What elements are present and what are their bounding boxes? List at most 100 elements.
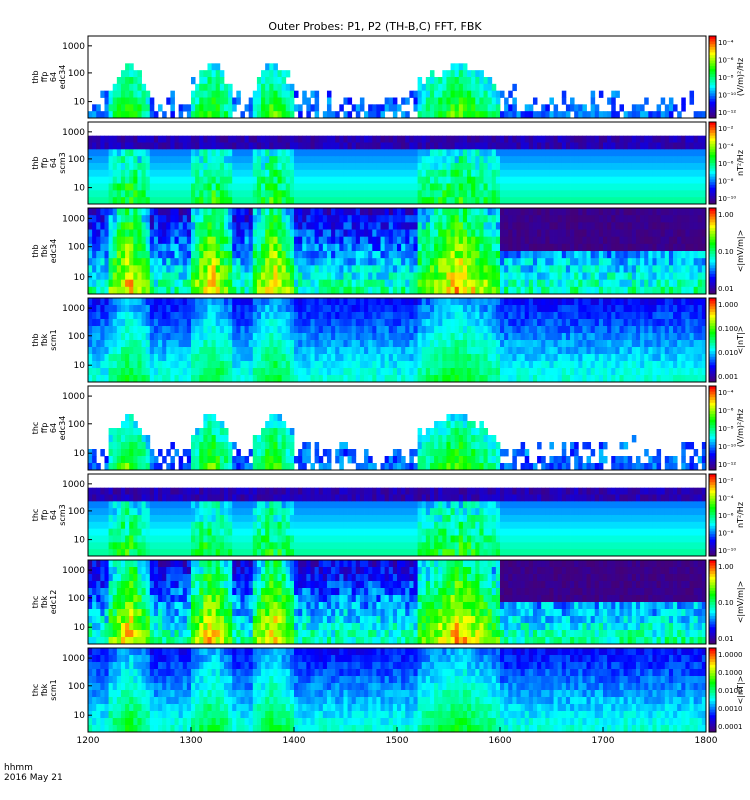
heat-cell <box>648 142 653 150</box>
heat-cell <box>487 183 493 191</box>
heat-cell <box>570 169 575 178</box>
heat-cell <box>335 375 340 383</box>
heat-cell <box>116 298 122 306</box>
heat-cell <box>442 312 447 320</box>
heat-cell <box>306 197 311 205</box>
heat-cell <box>273 305 278 313</box>
heat-cell <box>223 111 229 119</box>
heat-cell <box>673 183 678 191</box>
heat-cell <box>269 83 274 92</box>
heat-cell <box>281 104 287 112</box>
heat-cell <box>223 197 229 205</box>
heat-cell <box>174 340 180 348</box>
heat-cell <box>450 265 456 273</box>
heat-cell <box>265 197 270 205</box>
heat-cell <box>619 190 624 198</box>
heat-cell <box>108 251 114 259</box>
heat-cell <box>125 272 130 281</box>
heat-cell <box>417 368 423 376</box>
heat-cell <box>578 272 583 281</box>
heat-cell <box>578 169 583 178</box>
heat-cell <box>541 163 546 171</box>
heat-cell <box>359 312 365 320</box>
heat-cell <box>244 135 250 143</box>
heat-cell <box>479 163 484 171</box>
heat-cell <box>532 243 538 252</box>
heat-cell <box>384 142 390 150</box>
heat-cell <box>125 243 130 252</box>
heat-cell <box>611 222 616 230</box>
heat-cell <box>191 368 196 376</box>
heat-cell <box>532 251 538 259</box>
heat-cell <box>228 251 233 259</box>
heat-cell <box>598 279 604 288</box>
heat-cell <box>261 104 266 112</box>
heat-cell <box>112 208 118 216</box>
heat-cell <box>294 305 299 313</box>
heat-cell <box>495 111 501 119</box>
heat-cell <box>248 156 254 164</box>
heat-cell <box>120 90 126 98</box>
heat-cell <box>351 319 357 327</box>
heat-cell <box>487 149 493 157</box>
heat-cell <box>92 279 97 288</box>
heat-cell <box>232 97 237 105</box>
heat-cell <box>397 149 402 157</box>
heat-cell <box>141 305 147 313</box>
heat-cell <box>388 298 394 306</box>
heat-cell <box>582 169 587 178</box>
heat-cell <box>100 354 105 362</box>
heat-cell <box>681 251 686 259</box>
heat-cell <box>549 163 554 171</box>
heat-cell <box>495 104 501 112</box>
heat-cell <box>384 305 390 313</box>
heat-cell <box>520 272 526 281</box>
heat-cell <box>673 229 678 238</box>
heat-cell <box>314 354 320 362</box>
heat-cell <box>425 208 431 216</box>
heat-cell <box>668 183 674 191</box>
heat-cell <box>557 229 563 238</box>
heat-cell <box>195 197 200 205</box>
heat-cell <box>133 286 138 295</box>
colorbar-step <box>709 109 716 113</box>
heat-cell <box>248 142 254 150</box>
heat-cell <box>108 142 114 150</box>
heat-cell <box>611 251 616 259</box>
heat-cell <box>454 97 460 105</box>
heat-cell <box>467 104 472 112</box>
heat-cell <box>294 361 299 369</box>
heat-cell <box>96 312 101 320</box>
heat-cell <box>397 243 402 252</box>
heat-cell <box>261 163 266 171</box>
heat-cell <box>191 90 196 98</box>
heat-cell <box>635 183 641 191</box>
heat-cell <box>450 111 456 119</box>
heat-cell <box>504 156 509 164</box>
heat-cell <box>236 135 241 143</box>
heat-cell <box>186 265 192 273</box>
heat-cell <box>129 149 134 157</box>
heat-cell <box>574 176 579 184</box>
heat-cell <box>401 279 406 288</box>
colorbar-step <box>709 49 716 53</box>
heat-cell <box>339 149 344 157</box>
heat-cell <box>215 63 221 71</box>
heat-cell <box>331 197 336 205</box>
heat-cell <box>223 340 229 348</box>
heat-cell <box>697 197 703 205</box>
heat-cell <box>199 333 204 341</box>
heat-cell <box>532 236 538 245</box>
heat-cell <box>405 340 410 348</box>
heat-cell <box>504 208 509 216</box>
heat-cell <box>376 340 381 348</box>
heat-cell <box>438 176 443 184</box>
heat-cell <box>467 272 472 281</box>
colorbar-step <box>709 135 716 139</box>
heat-cell <box>133 70 138 78</box>
heat-cell <box>648 243 653 252</box>
heat-cell <box>454 90 460 98</box>
heat-cell <box>310 305 315 313</box>
heat-cell <box>141 197 147 205</box>
heat-cell <box>294 142 299 150</box>
